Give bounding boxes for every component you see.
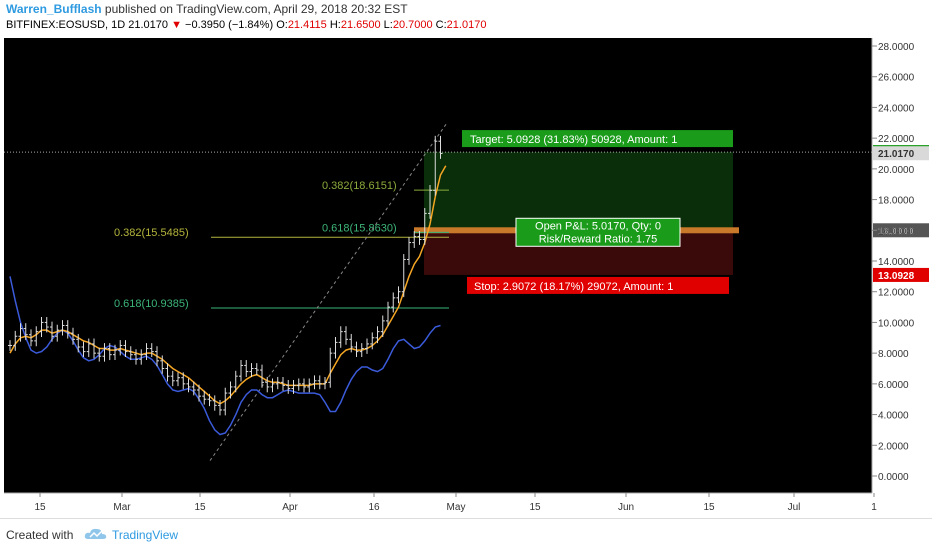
fibonacci-layer: 0.382(18.6151) 0.618(15.8630) 0.382(15.548… <box>114 124 449 461</box>
last-price: 21.0170 <box>128 19 169 31</box>
ema-orange-line <box>9 165 447 405</box>
y-tick-label: 22.0000 <box>878 134 915 145</box>
y-tick-label: 14.0000 <box>878 257 915 268</box>
fib-label: 0.618(15.8630) <box>322 222 397 234</box>
y-tick-label: 16.0000 <box>878 226 915 237</box>
chart-header-line1: Warren_Bufflash published on TradingView… <box>6 2 408 16</box>
y-axis-ticks: 28.0000 26.0000 24.0000 22.0000 20.0000 18.00… <box>872 42 915 483</box>
symbol-label: BITFINEX:EOSUSD, 1D <box>6 19 126 31</box>
x-axis-ticks: 15 Mar 15 Apr 16 May 15 Jun 15 Jul 1 <box>34 493 877 513</box>
labels-layer: Target: 5.0928 (31.83%) 50928, Amount: 1… <box>462 130 929 294</box>
ema-blue-line <box>9 276 441 436</box>
x-tick-label: Jun <box>618 502 634 513</box>
created-with-text: Created with <box>6 528 74 542</box>
price-tag <box>873 267 929 282</box>
y-tick-label: 8.0000 <box>878 349 909 360</box>
x-tick-label: 15 <box>194 502 206 513</box>
price-tag <box>873 223 929 238</box>
time-axis[interactable] <box>4 493 932 518</box>
y-tick-label: 0.0000 <box>878 472 909 483</box>
x-tick-label: 15 <box>34 502 46 513</box>
x-tick-label: May <box>447 502 466 513</box>
tradingview-brand[interactable]: TradingView <box>112 528 179 542</box>
stop-label: Stop: 2.9072 (18.17%) 29072, Amount: 1 <box>474 281 673 293</box>
price-tag-label: 21.0170 <box>878 149 915 160</box>
x-tick-label: 1 <box>871 502 877 513</box>
y-tick-label: 26.0000 <box>878 73 915 84</box>
symbol-info-line: BITFINEX:EOSUSD, 1D 21.0170 ▼ −0.3950 (−… <box>6 19 486 31</box>
x-tick-label: 16 <box>368 502 380 513</box>
chart-area[interactable]: 0.382(18.6151) 0.618(15.8630) 0.382(15.548… <box>4 38 932 518</box>
y-tick-label: 10.0000 <box>878 318 915 329</box>
close-value: 21.0170 <box>446 19 487 31</box>
risk-reward-label: Risk/Reward Ratio: 1.75 <box>539 233 658 245</box>
close-label: C: <box>435 19 447 31</box>
pnl-label: Open P&L: 5.0170, Qty: 0 <box>535 220 661 232</box>
price-tag-label: 16.0000 <box>878 226 915 237</box>
price-axis[interactable] <box>872 38 932 493</box>
tradingview-cloud-icon[interactable] <box>84 527 108 541</box>
stop-tag <box>467 276 729 294</box>
y-tick-label: 12.0000 <box>878 288 915 299</box>
published-info: published on TradingView.com, April 29, … <box>104 2 408 16</box>
target-label: Target: 5.0928 (31.83%) 50928, Amount: 1 <box>470 134 677 146</box>
price-change: −0.3950 (−1.84%) <box>185 19 274 31</box>
price-chart[interactable]: 0.382(18.6151) 0.618(15.8630) 0.382(15.548… <box>4 38 932 518</box>
y-tick-label: 18.0000 <box>878 196 915 207</box>
x-tick-label: 15 <box>529 502 541 513</box>
target-tag <box>462 130 733 148</box>
open-label: O: <box>276 19 288 31</box>
position-layer <box>4 151 872 275</box>
y-tick-label: 20.0000 <box>878 165 915 176</box>
price-tag-label: 13.0928 <box>878 271 915 282</box>
y-tick-label: 6.0000 <box>878 380 909 391</box>
low-value: 20.7000 <box>392 19 433 31</box>
footer: Created with TradingView <box>0 518 932 551</box>
high-value: 21.6500 <box>340 19 381 31</box>
fib-label: 0.382(15.5485) <box>114 227 189 239</box>
x-tick-label: Mar <box>113 502 131 513</box>
profit-zone <box>424 152 733 231</box>
price-tag <box>873 146 929 161</box>
high-label: H: <box>329 19 341 31</box>
candles-layer <box>8 135 443 416</box>
moving-averages-layer <box>9 165 447 436</box>
x-tick-label: 15 <box>703 502 715 513</box>
open-value: 21.4115 <box>287 19 327 31</box>
down-arrow-icon: ▼ <box>171 19 182 31</box>
y-tick-label: 24.0000 <box>878 103 915 114</box>
fib-label: 0.382(18.6151) <box>322 180 397 192</box>
y-tick-label: 28.0000 <box>878 42 915 53</box>
low-label: L: <box>383 19 393 31</box>
y-tick-label: 2.0000 <box>878 441 909 452</box>
fib-label: 0.618(10.9385) <box>114 298 189 310</box>
fib-trend-line <box>209 124 447 461</box>
y-tick-label: 4.0000 <box>878 411 909 422</box>
author-name[interactable]: Warren_Bufflash <box>6 2 102 16</box>
x-tick-label: Apr <box>282 502 298 513</box>
pnl-box <box>515 217 681 247</box>
x-tick-label: Jul <box>788 502 801 513</box>
